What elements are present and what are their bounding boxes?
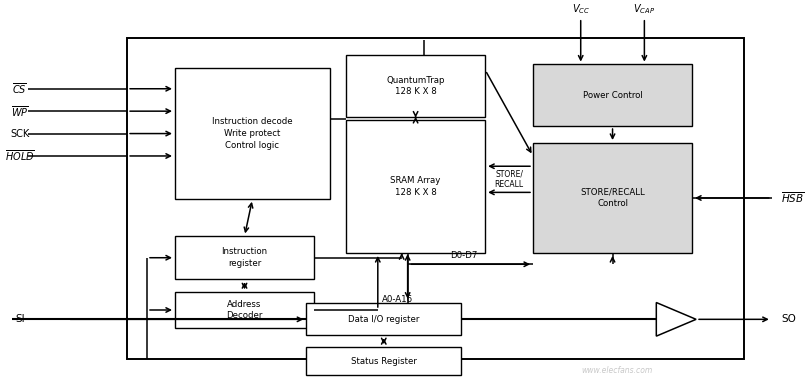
- Bar: [346, 120, 485, 253]
- Text: Instruction
register: Instruction register: [221, 247, 267, 268]
- Text: STORE/RECALL
Control: STORE/RECALL Control: [580, 188, 645, 208]
- Bar: [175, 236, 314, 279]
- Text: STORE/
RECALL: STORE/ RECALL: [495, 170, 523, 189]
- Text: SI: SI: [15, 314, 24, 324]
- Text: $V_{CAP}$: $V_{CAP}$: [633, 2, 655, 16]
- Text: Data I/O register: Data I/O register: [348, 315, 420, 324]
- Text: QuantumTrap
128 K X 8: QuantumTrap 128 K X 8: [386, 75, 445, 96]
- Text: Power Control: Power Control: [582, 91, 642, 100]
- Text: $\overline{CS}$: $\overline{CS}$: [12, 81, 28, 96]
- Text: SO: SO: [781, 314, 796, 324]
- Text: www.elecfans.com: www.elecfans.com: [581, 366, 652, 375]
- Text: D0-D7: D0-D7: [450, 251, 477, 260]
- Text: SCK: SCK: [10, 128, 29, 139]
- Text: $V_{CC}$: $V_{CC}$: [572, 2, 590, 16]
- Text: $\overline{HSB}$: $\overline{HSB}$: [781, 191, 805, 205]
- Bar: [306, 347, 462, 375]
- Bar: [175, 292, 314, 328]
- Bar: [127, 38, 744, 360]
- Text: A0-A16: A0-A16: [382, 295, 413, 305]
- Text: Status Register: Status Register: [351, 357, 416, 366]
- Text: Instruction decode
Write protect
Control logic: Instruction decode Write protect Control…: [212, 117, 292, 150]
- Bar: [533, 65, 692, 126]
- Text: Address
Decoder: Address Decoder: [226, 300, 262, 320]
- Bar: [306, 303, 462, 335]
- Bar: [346, 55, 485, 117]
- Text: SRAM Array
128 K X 8: SRAM Array 128 K X 8: [390, 176, 441, 197]
- Text: $\overline{HOLD}$: $\overline{HOLD}$: [5, 149, 35, 163]
- Bar: [175, 68, 330, 199]
- Text: $\overline{WP}$: $\overline{WP}$: [11, 104, 28, 118]
- Bar: [533, 143, 692, 253]
